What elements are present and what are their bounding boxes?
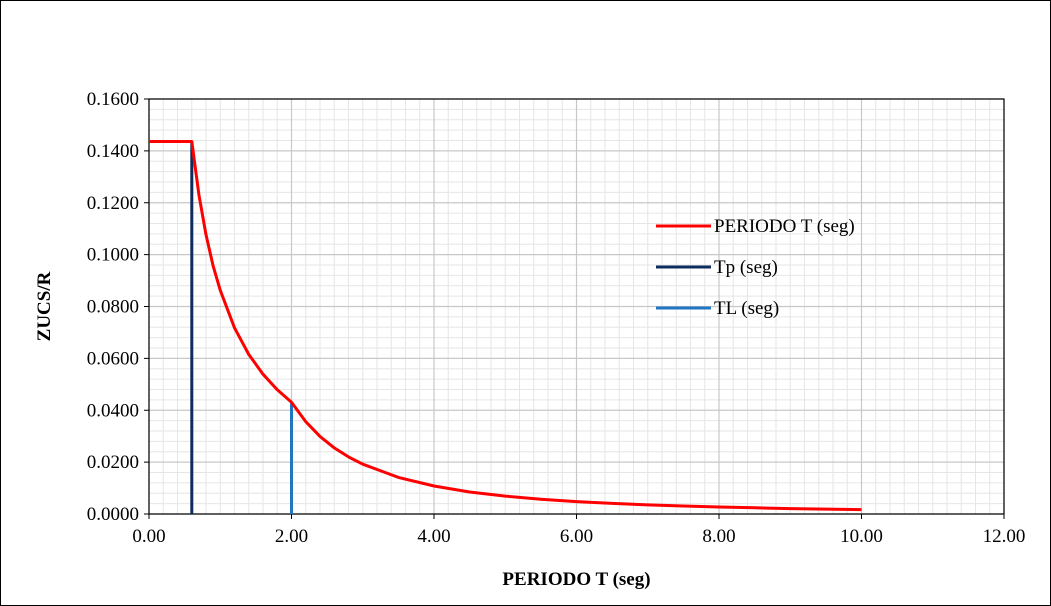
series-line-periodo-t-seg — [149, 140, 862, 512]
y-axis-title: ZUCS/R — [34, 271, 55, 341]
x-axis-title: PERIODO T (seg) — [502, 569, 650, 590]
legend: PERIODO T (seg) Tp (seg) TL (seg) — [656, 216, 855, 319]
x-tick-label: 10.00 — [840, 526, 883, 547]
legend-label: TL (seg) — [714, 298, 779, 319]
y-tick-label: 0.0200 — [87, 452, 139, 473]
y-tick-label: 0.0400 — [87, 400, 139, 421]
legend-label: Tp (seg) — [714, 257, 778, 278]
x-tick-label: 0.00 — [132, 526, 165, 547]
y-tick-label: 0.0000 — [87, 504, 139, 525]
x-tick-label: 6.00 — [560, 526, 593, 547]
y-tick-label: 0.1400 — [87, 141, 139, 162]
x-tick-label: 8.00 — [702, 526, 735, 547]
x-tick-label: 4.00 — [417, 526, 450, 547]
x-tick-labels: 0.00 2.00 4.00 6.00 8.00 10.00 12.00 — [132, 514, 1025, 547]
y-tick-labels: 0.0000 0.0200 0.0400 0.0600 0.0800 0.1000 0.12… — [87, 89, 149, 525]
legend-label: PERIODO T (seg) — [714, 216, 855, 237]
y-tick-label: 0.1200 — [87, 193, 139, 214]
grid — [148, 98, 1005, 515]
y-tick-label: 0.0600 — [87, 348, 139, 369]
y-tick-label: 0.1600 — [87, 89, 139, 110]
series — [149, 140, 862, 514]
x-tick-label: 2.00 — [275, 526, 308, 547]
x-tick-label: 12.00 — [983, 526, 1026, 547]
y-tick-label: 0.1000 — [87, 245, 139, 266]
y-tick-label: 0.0800 — [87, 297, 139, 318]
